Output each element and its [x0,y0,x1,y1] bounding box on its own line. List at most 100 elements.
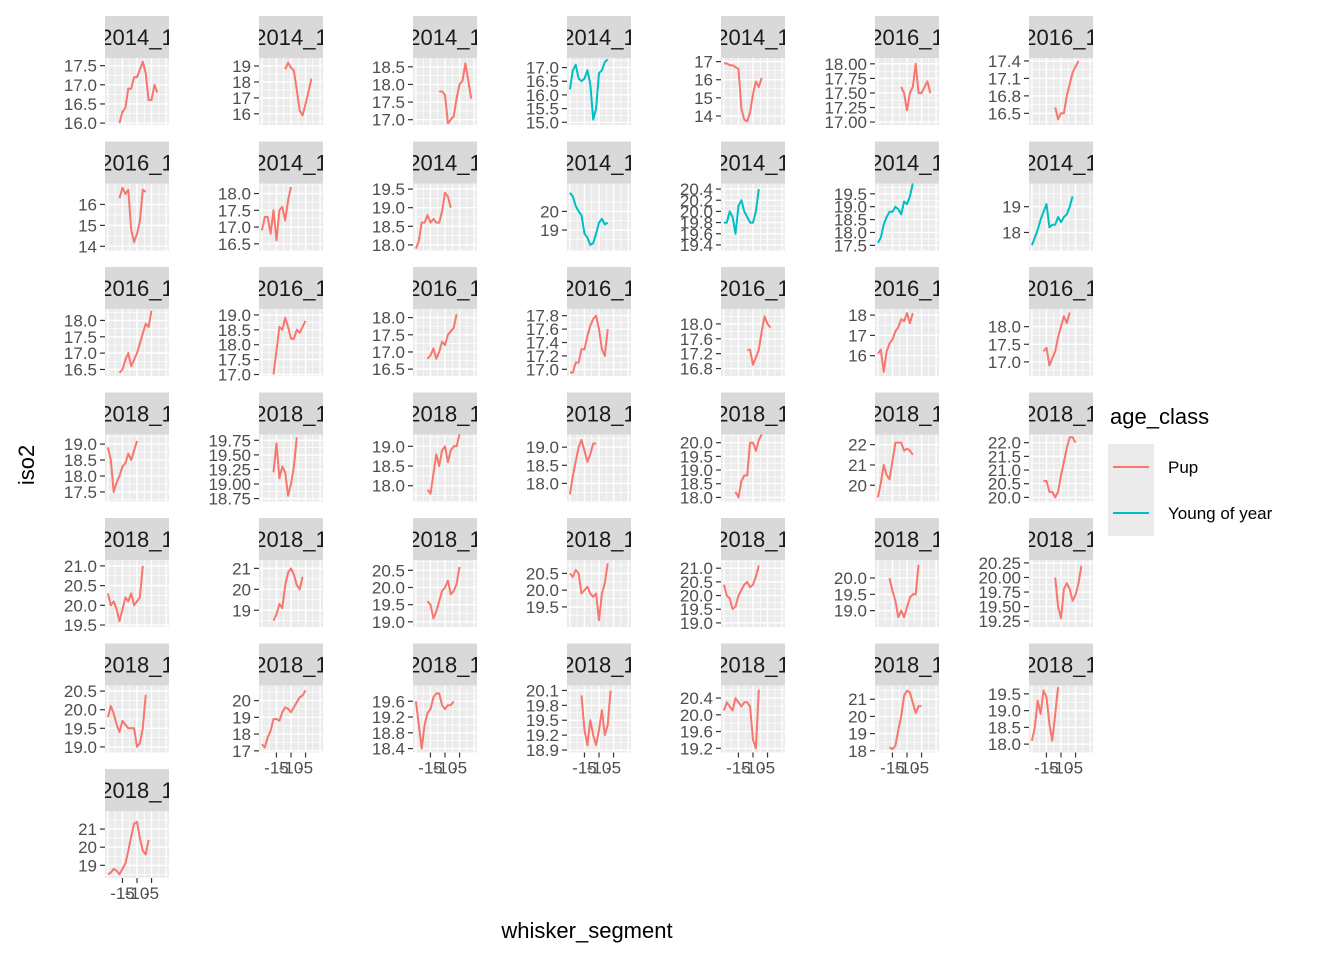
series-line [569,563,609,622]
y-tick-label: 19.0 [834,602,867,621]
facet-panel: 2014_1 19.419.619.820.020.220.4 [680,141,785,255]
gridlines [105,434,169,502]
legend-entry-label: Pup [1168,458,1198,477]
facet-strip-label: 2016_1 [408,276,481,301]
y-tick-label: 17.6 [526,320,559,339]
y-tick-label: 20.0 [64,701,97,720]
y-tick-label: 19.0 [218,306,251,325]
series-line [1030,687,1060,742]
series-line [284,61,313,117]
y-tick-label: 18 [848,306,867,325]
y-tick-label: 18.0 [64,467,97,486]
y-tick-label: 18.5 [372,58,405,77]
facet-strip-label: 2018_1 [562,653,635,678]
facet-strip [1029,141,1093,184]
y-tick-label: 17.5 [218,201,251,220]
gridlines [413,183,477,251]
y-tick-label: 18.0 [680,488,713,507]
y-tick-label: 18.0 [218,336,251,355]
y-tick-label: 19.25 [978,612,1021,631]
facet-strip [1029,267,1093,309]
y-tick-label: 19 [848,725,867,744]
y-tick-label: 19.0 [680,461,713,480]
gridlines [105,309,169,376]
series-line [414,692,455,750]
y-tick-label: 17.2 [680,345,713,364]
y-tick-label: 20.5 [526,564,559,583]
y-tick-label: 20.25 [978,554,1021,573]
y-tick-label: 17.5 [988,335,1021,354]
gridlines [875,685,939,753]
y-tick-label: 20.5 [64,682,97,701]
x-tick-label: -5 [606,759,621,778]
facet-strip [567,643,631,686]
series-line [106,565,144,623]
y-tick-label: 20.2 [680,191,713,210]
y-tick-label: 19.0 [834,198,867,217]
y-tick-label: 20.5 [64,577,97,596]
facet-strip [567,392,631,435]
facet-strip-label: 2018_1 [100,527,173,552]
y-tick-label: 19 [540,221,559,240]
facet-strip-label: 2018_1 [716,527,789,552]
facet-strip [413,267,477,309]
y-tick-label: 17.2 [526,347,559,366]
gridlines [875,58,939,125]
facet-strip [105,141,169,184]
y-tick-label: 18.0 [526,474,559,493]
y-tick-label: 19 [232,601,251,620]
y-tick-label: 17.50 [824,84,867,103]
x-tick-label: -10 [1049,759,1074,778]
facet-strip-label: 2016_1 [254,276,327,301]
y-tick-label: 20 [232,580,251,599]
y-tick-label: 15 [694,89,713,108]
y-tick-label: 16 [232,105,251,124]
y-tick-label: 15.0 [526,113,559,132]
y-tick-label: 18.0 [988,318,1021,337]
gridlines [721,685,785,753]
y-tick-label: 21 [848,690,867,709]
y-tick-label: 18 [232,725,251,744]
facet-strip-label: 2016_1 [870,276,943,301]
facet-panel: 2016_1 16.517.017.518.0 [64,267,169,379]
facet-strip [1029,16,1093,58]
x-tick-label: -5 [1068,759,1083,778]
y-tick-label: 17.6 [680,330,713,349]
facet-strip [105,518,169,560]
y-tick-label: 20.0 [988,488,1021,507]
facet-strip [413,392,477,435]
facet-strip [259,267,323,309]
series-line [118,186,147,244]
y-tick-label: 19.2 [526,726,559,745]
legend: age_class Pup Young of year [1108,404,1273,536]
series-line [272,316,307,375]
x-tick-label: -10 [895,759,920,778]
y-tick-label: 20 [540,202,559,221]
series-line [722,565,760,611]
y-tick-label: 17.1 [988,69,1021,88]
facet-strip [567,16,631,58]
y-tick-label: 19.5 [526,598,559,617]
y-tick-label: 19.0 [988,702,1021,721]
facet-panel: 2014_1 17.017.518.018.5 [372,16,477,130]
y-tick-label: 17 [232,742,251,761]
facet-panel: 2016_1 17.017.518.0 [988,267,1093,376]
series-line [722,689,760,750]
gridlines [259,183,323,251]
facet-panel: 2014_1 18 19 [1002,141,1093,251]
facet-panel: 2014_1 18.018.519.019.5 [372,141,477,255]
y-tick-label: 22 [848,436,867,455]
x-tick-label: -5 [452,759,467,778]
x-tick-label: -10 [741,759,766,778]
y-tick-label: 18.00 [824,55,867,74]
y-tick-label: 19.0 [372,199,405,218]
series-line [568,438,597,495]
series-line [1030,196,1074,246]
facet-panel: 2018_1 18.018.519.0 [526,392,631,502]
y-tick-label: 19.6 [680,225,713,244]
facet-strip-label: 2014_1 [562,151,635,176]
facet-strip-label: 2018_1 [1024,653,1097,678]
gridlines [721,183,785,251]
